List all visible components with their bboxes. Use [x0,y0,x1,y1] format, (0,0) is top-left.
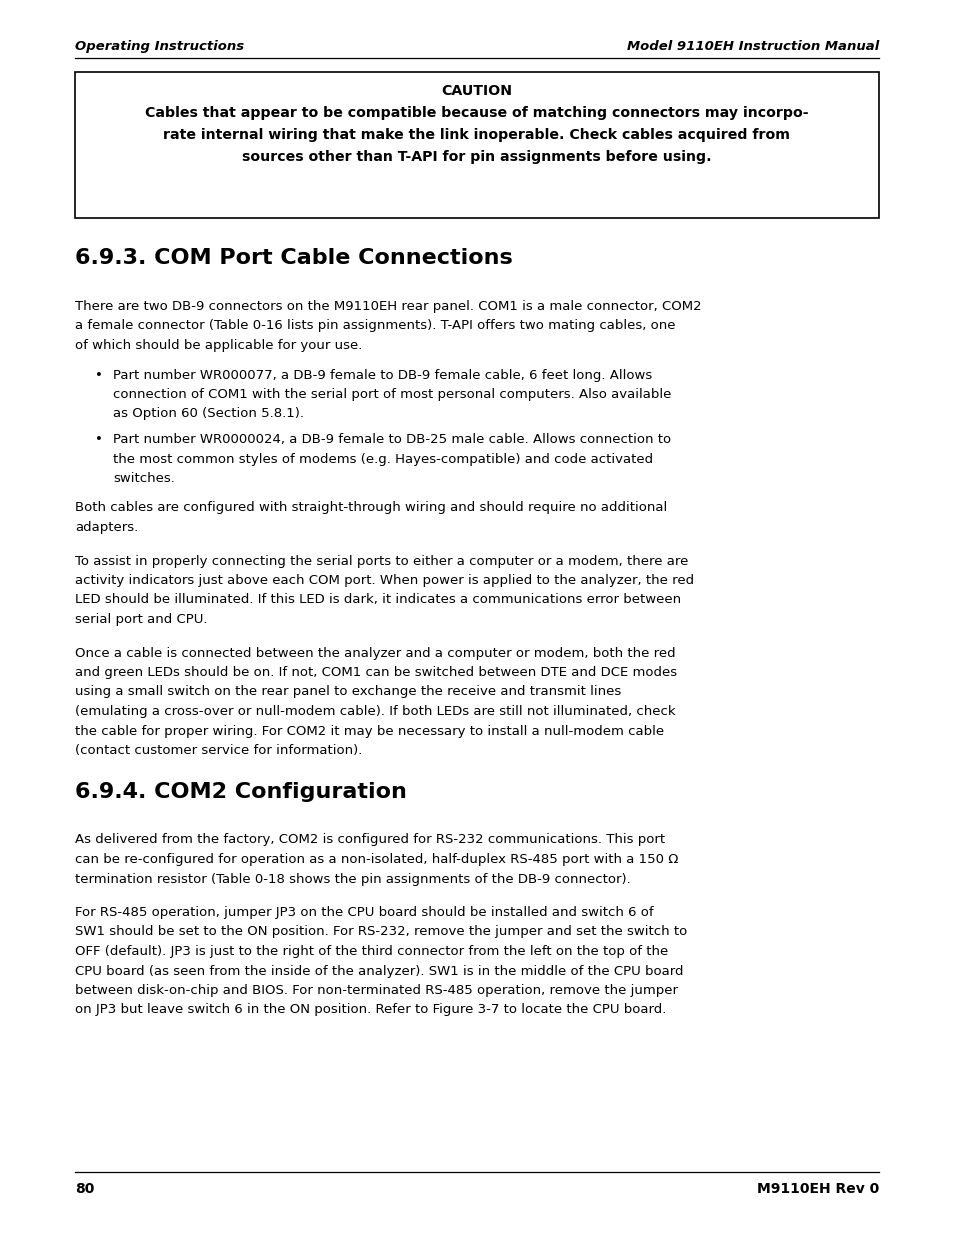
Text: as Option 60 (Section 5.8.1).: as Option 60 (Section 5.8.1). [112,408,304,420]
Text: 6.9.4. COM2 Configuration: 6.9.4. COM2 Configuration [75,782,406,802]
Text: Model 9110EH Instruction Manual: Model 9110EH Instruction Manual [626,40,878,53]
Text: between disk-on-chip and BIOS. For non-terminated RS-485 operation, remove the j: between disk-on-chip and BIOS. For non-t… [75,984,678,997]
Text: SW1 should be set to the ON position. For RS-232, remove the jumper and set the : SW1 should be set to the ON position. Fo… [75,925,686,939]
Text: the cable for proper wiring. For COM2 it may be necessary to install a null-mode: the cable for proper wiring. For COM2 it… [75,725,663,737]
Text: Part number WR0000024, a DB-9 female to DB-25 male cable. Allows connection to: Part number WR0000024, a DB-9 female to … [112,433,670,446]
Text: switches.: switches. [112,472,174,485]
Text: a female connector (Table 0-16 lists pin assignments). T-API offers two mating c: a female connector (Table 0-16 lists pin… [75,320,675,332]
Text: Operating Instructions: Operating Instructions [75,40,244,53]
Text: Cables that appear to be compatible because of matching connectors may incorpo-: Cables that appear to be compatible beca… [145,106,808,120]
Text: Part number WR000077, a DB-9 female to DB-9 female cable, 6 feet long. Allows: Part number WR000077, a DB-9 female to D… [112,368,652,382]
Text: can be re-configured for operation as a non-isolated, half-duplex RS-485 port wi: can be re-configured for operation as a … [75,853,678,866]
Text: To assist in properly connecting the serial ports to either a computer or a mode: To assist in properly connecting the ser… [75,555,688,568]
Text: using a small switch on the rear panel to exchange the receive and transmit line: using a small switch on the rear panel t… [75,685,620,699]
Text: (emulating a cross-over or null-modem cable). If both LEDs are still not illumin: (emulating a cross-over or null-modem ca… [75,705,675,718]
Text: There are two DB-9 connectors on the M9110EH rear panel. COM1 is a male connecto: There are two DB-9 connectors on the M91… [75,300,700,312]
Text: activity indicators just above each COM port. When power is applied to the analy: activity indicators just above each COM … [75,574,694,587]
Text: adapters.: adapters. [75,521,138,534]
Text: sources other than T-API for pin assignments before using.: sources other than T-API for pin assignm… [242,149,711,164]
Text: LED should be illuminated. If this LED is dark, it indicates a communications er: LED should be illuminated. If this LED i… [75,594,680,606]
Text: of which should be applicable for your use.: of which should be applicable for your u… [75,338,362,352]
Text: serial port and CPU.: serial port and CPU. [75,613,208,626]
Text: on JP3 but leave switch 6 in the ON position. Refer to Figure 3-7 to locate the : on JP3 but leave switch 6 in the ON posi… [75,1004,666,1016]
Bar [75,72,878,219]
Text: OFF (default). JP3 is just to the right of the third connector from the left on : OFF (default). JP3 is just to the right … [75,945,667,958]
Text: termination resistor (Table 0-18 shows the pin assignments of the DB-9 connector: termination resistor (Table 0-18 shows t… [75,872,630,885]
Text: CPU board (as seen from the inside of the analyzer). SW1 is in the middle of the: CPU board (as seen from the inside of th… [75,965,682,977]
Text: Once a cable is connected between the analyzer and a computer or modem, both the: Once a cable is connected between the an… [75,646,675,659]
Text: •: • [95,433,103,446]
Text: As delivered from the factory, COM2 is configured for RS-232 communications. Thi: As delivered from the factory, COM2 is c… [75,834,664,846]
Text: 6.9.3. COM Port Cable Connections: 6.9.3. COM Port Cable Connections [75,248,512,268]
Text: CAUTION: CAUTION [441,84,512,98]
Text: For RS-485 operation, jumper JP3 on the CPU board should be installed and switch: For RS-485 operation, jumper JP3 on the … [75,906,653,919]
Text: connection of COM1 with the serial port of most personal computers. Also availab: connection of COM1 with the serial port … [112,388,671,401]
Text: M9110EH Rev 0: M9110EH Rev 0 [756,1182,878,1195]
Text: 80: 80 [75,1182,94,1195]
Text: Both cables are configured with straight-through wiring and should require no ad: Both cables are configured with straight… [75,501,666,515]
Text: (contact customer service for information).: (contact customer service for informatio… [75,743,362,757]
Text: and green LEDs should be on. If not, COM1 can be switched between DTE and DCE mo: and green LEDs should be on. If not, COM… [75,666,677,679]
Text: •: • [95,368,103,382]
Text: rate internal wiring that make the link inoperable. Check cables acquired from: rate internal wiring that make the link … [163,128,790,142]
Text: the most common styles of modems (e.g. Hayes-compatible) and code activated: the most common styles of modems (e.g. H… [112,452,653,466]
